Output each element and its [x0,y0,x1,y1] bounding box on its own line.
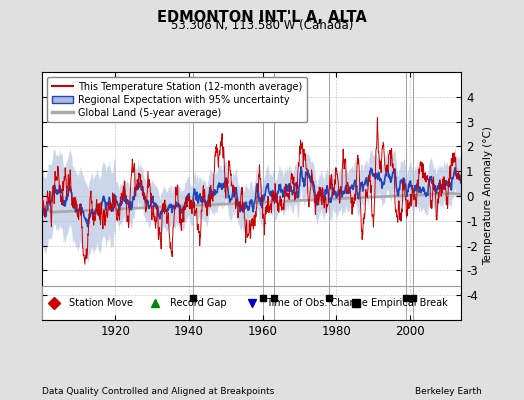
Text: Berkeley Earth: Berkeley Earth [416,387,482,396]
Text: EDMONTON INT'L A, ALTA: EDMONTON INT'L A, ALTA [157,10,367,25]
Text: Station Move: Station Move [69,298,133,308]
Legend: This Temperature Station (12-month average), Regional Expectation with 95% uncer: This Temperature Station (12-month avera… [47,77,307,122]
Y-axis label: Temperature Anomaly (°C): Temperature Anomaly (°C) [484,126,494,266]
Text: 53.306 N, 113.580 W (Canada): 53.306 N, 113.580 W (Canada) [171,19,353,32]
Text: Record Gap: Record Gap [170,298,226,308]
Text: Empirical Break: Empirical Break [371,298,447,308]
Text: Data Quality Controlled and Aligned at Breakpoints: Data Quality Controlled and Aligned at B… [42,387,274,396]
Text: Time of Obs. Change: Time of Obs. Change [266,298,368,308]
